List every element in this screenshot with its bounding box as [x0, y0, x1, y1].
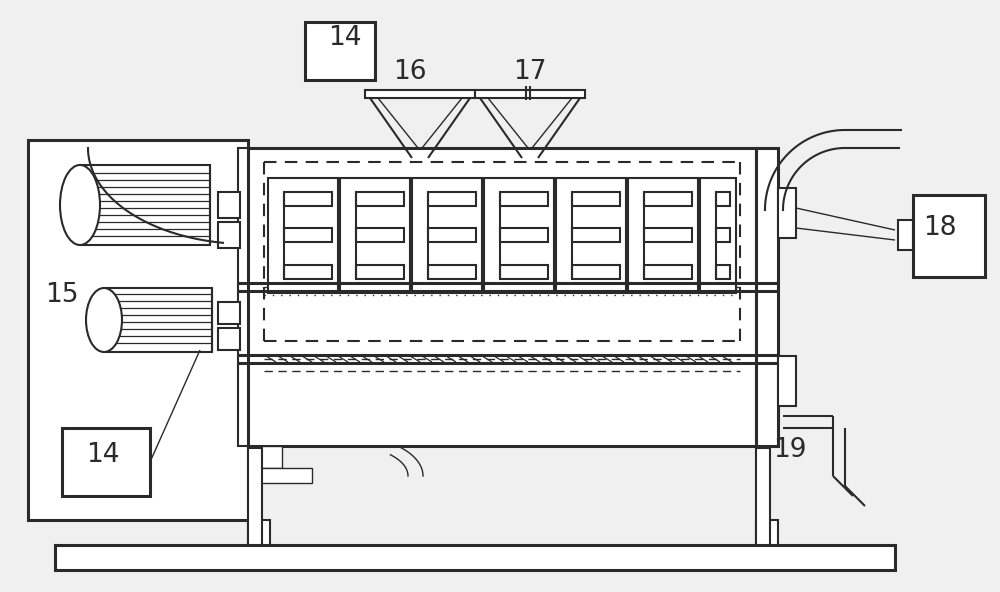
Bar — [628, 178, 698, 293]
Bar — [248, 148, 756, 446]
Text: 14: 14 — [86, 442, 120, 468]
Bar — [572, 265, 620, 279]
Bar — [756, 520, 778, 545]
Bar — [644, 265, 692, 279]
Bar — [756, 148, 778, 446]
Bar — [218, 302, 240, 324]
Ellipse shape — [60, 165, 100, 245]
Bar — [356, 192, 404, 206]
Text: 18: 18 — [923, 215, 957, 241]
Bar — [268, 178, 338, 293]
Bar — [428, 192, 476, 206]
Bar — [500, 192, 548, 206]
Text: 16: 16 — [393, 59, 427, 85]
Bar — [644, 192, 692, 206]
Bar — [716, 265, 730, 279]
Bar — [484, 178, 554, 293]
Bar — [356, 228, 404, 242]
Bar — [104, 288, 212, 352]
Bar — [716, 228, 730, 242]
Bar — [28, 140, 248, 520]
Bar — [218, 222, 240, 248]
Bar — [700, 178, 736, 293]
Bar — [284, 265, 332, 279]
Bar — [305, 22, 375, 80]
Bar — [644, 228, 692, 242]
Bar — [218, 192, 240, 218]
Bar — [428, 265, 476, 279]
Text: 15: 15 — [45, 282, 79, 308]
Bar — [284, 228, 332, 242]
Bar — [248, 448, 262, 545]
Bar — [500, 265, 548, 279]
Bar — [475, 90, 585, 98]
Bar — [572, 228, 620, 242]
Bar — [778, 188, 796, 238]
Bar — [365, 90, 475, 98]
Bar — [252, 468, 312, 483]
Bar — [572, 192, 620, 206]
Text: 17: 17 — [513, 59, 547, 85]
Bar — [55, 545, 895, 570]
Text: 19: 19 — [773, 437, 807, 463]
Bar — [80, 165, 210, 245]
Bar — [356, 265, 404, 279]
Bar — [252, 446, 282, 468]
Bar — [913, 195, 985, 277]
Bar — [756, 448, 770, 545]
Bar — [412, 178, 482, 293]
Bar — [556, 178, 626, 293]
Bar — [340, 178, 410, 293]
Bar — [238, 148, 250, 446]
Bar — [716, 192, 730, 206]
Bar — [428, 228, 476, 242]
Bar — [284, 192, 332, 206]
Bar — [218, 328, 240, 350]
Bar — [500, 228, 548, 242]
Bar — [62, 428, 150, 496]
Bar — [248, 520, 270, 545]
Bar — [778, 356, 796, 406]
Bar — [898, 220, 913, 250]
Ellipse shape — [86, 288, 122, 352]
Text: 14: 14 — [328, 25, 362, 51]
